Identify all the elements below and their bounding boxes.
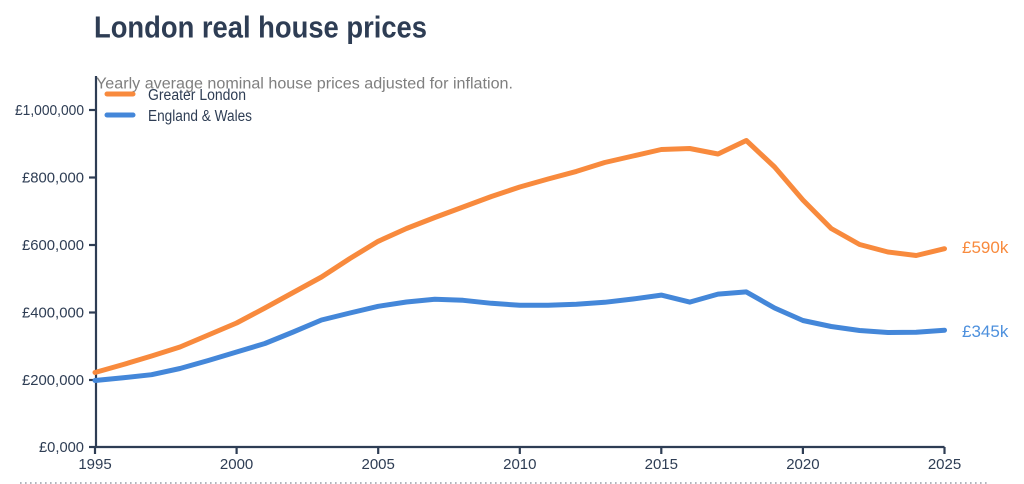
svg-text:2005: 2005 <box>362 456 395 473</box>
svg-text:2020: 2020 <box>786 456 819 473</box>
svg-text:£800,000: £800,000 <box>22 170 84 187</box>
svg-text:£345k: £345k <box>962 322 1009 341</box>
svg-text:£400,000: £400,000 <box>22 305 84 322</box>
svg-text:£1,000,000: £1,000,000 <box>15 102 84 119</box>
svg-text:2025: 2025 <box>928 456 961 473</box>
svg-text:£590k: £590k <box>962 238 1009 257</box>
svg-text:£0,000: £0,000 <box>39 439 84 456</box>
svg-text:£200,000: £200,000 <box>22 372 84 389</box>
svg-text:Yearly average nominal house p: Yearly average nominal house prices adju… <box>96 76 513 93</box>
svg-text:2010: 2010 <box>503 456 536 473</box>
svg-text:1995: 1995 <box>78 456 111 473</box>
svg-text:£600,000: £600,000 <box>22 237 84 254</box>
svg-text:London real house prices: London real house prices <box>94 10 427 45</box>
svg-text:2000: 2000 <box>220 456 253 473</box>
svg-text:England & Wales: England & Wales <box>148 108 252 125</box>
svg-text:Greater London: Greater London <box>148 87 246 104</box>
svg-text:2015: 2015 <box>645 456 678 473</box>
